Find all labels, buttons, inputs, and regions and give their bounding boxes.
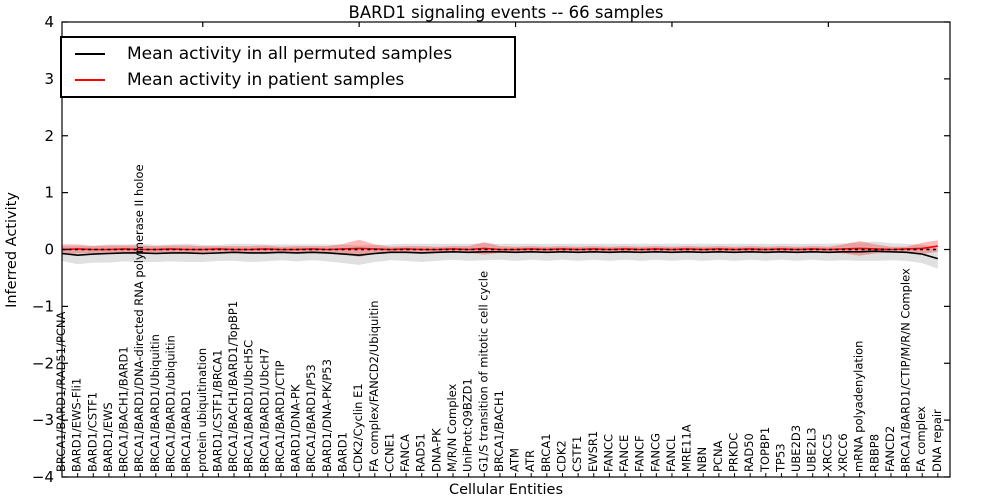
- x-tick-label: DNA repair: [930, 409, 944, 472]
- x-tick-label: CCNE1: [382, 433, 396, 472]
- y-tick-label: 1: [44, 184, 54, 202]
- x-tick-label: BRCA1/BACH1/BARD1/TopBP1: [226, 301, 240, 472]
- x-tick-label: BRCA1/BACH1: [492, 390, 506, 472]
- permuted-mean-line: [61, 250, 939, 260]
- x-tick-label: XRCC6: [836, 433, 850, 472]
- x-tick-label: RBBP8: [867, 434, 881, 472]
- y-tick-label: 0: [44, 241, 54, 259]
- x-tick-label: BARD1/DNA-PK/P53: [320, 359, 334, 472]
- x-tick-label: TP53: [773, 443, 787, 473]
- x-tick-label: G1/S transition of mitotic cell cycle: [476, 271, 490, 472]
- x-tick-label: M/R/N Complex: [445, 383, 459, 472]
- x-tick-label: BRCA1: [539, 433, 553, 472]
- x-tick-label: RAD51: [414, 433, 428, 472]
- x-tick-label: BARD1/CSTF1: [85, 392, 99, 472]
- permuted-std-band: [62, 241, 938, 269]
- x-tick-label: BRCA1/BARD1/DNA-directed RNA polymerase …: [132, 164, 146, 472]
- x-tick-label: BARD1/EWS-Fli1: [70, 378, 84, 472]
- x-tick-label: BRCA1/BACH1/BARD1: [117, 346, 131, 472]
- permuted-line-swatch: [75, 53, 105, 55]
- x-tick-label: DNA-PK: [429, 428, 443, 472]
- x-tick-label: RAD50: [742, 433, 756, 472]
- x-tick-label: FA complex/FANCD2/Ubiquitin: [367, 301, 381, 472]
- x-axis-label: Cellular Entities: [448, 482, 564, 498]
- x-tick-label: BRCA1/BARD1/P53: [304, 364, 318, 472]
- y-tick-label: −2: [32, 354, 54, 372]
- patient-std-band: [62, 239, 938, 257]
- y-tick-label: −3: [32, 411, 54, 429]
- x-tick-label: TOPBP1: [758, 427, 772, 473]
- x-tick-label: CDK2/Cyclin E1: [351, 383, 365, 472]
- x-tick-label: FANCA: [398, 434, 412, 472]
- x-tick-label: BRCA1/BARD1/Ubiquitin: [148, 334, 162, 472]
- x-tick-label: BRCA1/BARD1/UbcH5C: [242, 340, 256, 472]
- x-tick-label: BRCA1/BARD1/CTIP/M/R/N Complex: [899, 268, 913, 472]
- x-tick-label: mRNA polyadenylation: [852, 341, 866, 472]
- x-tick-label: BARD1: [336, 432, 350, 472]
- x-tick-label: ATR: [523, 450, 537, 472]
- x-tick-label: EWSR1: [586, 431, 600, 472]
- legend-item-permuted: Mean activity in all permuted samples: [75, 44, 508, 64]
- x-tick-label: FANCE: [617, 435, 631, 472]
- x-tick-label: BARD1/DNA-PK: [289, 384, 303, 472]
- y-tick-label: 4: [44, 13, 54, 31]
- x-tick-label: PCNA: [711, 440, 725, 472]
- x-tick-label: NBN: [695, 447, 709, 472]
- legend-item-patient: Mean activity in patient samples: [75, 70, 508, 90]
- x-tick-label: CDK2: [554, 440, 568, 472]
- legend: Mean activity in all permuted samples Me…: [60, 36, 516, 98]
- x-tick-label: XRCC5: [820, 433, 834, 472]
- legend-label-patient: Mean activity in patient samples: [127, 70, 405, 90]
- x-tick-label: MRE11A: [680, 424, 694, 472]
- x-tick-label: FANCF: [633, 435, 647, 472]
- x-tick-label: BRCA1/BARD1: [179, 390, 193, 472]
- x-tick-label: FANCD2: [883, 426, 897, 472]
- x-tick-label: CSTF1: [570, 436, 584, 472]
- x-tick-label: UBE2L3: [805, 427, 819, 472]
- legend-label-permuted: Mean activity in all permuted samples: [127, 44, 453, 64]
- y-axis-label: Inferred Activity: [4, 192, 20, 308]
- y-tick-label: −1: [32, 297, 54, 315]
- x-tick-label: FANCC: [601, 434, 615, 472]
- x-tick-label: BARD1/CSTF1/BRCA1: [210, 350, 224, 472]
- x-tick-label: BRCA1/BARD1/RAD51/PCNA: [54, 311, 68, 472]
- x-tick-label: FANCL: [664, 435, 678, 472]
- x-tick-label: ATM: [508, 448, 522, 472]
- patient-line-swatch: [75, 79, 105, 81]
- x-tick-label: FANCG: [648, 433, 662, 472]
- x-tick-label: BRCA1/BARD1/UbcH7: [257, 348, 271, 472]
- x-tick-label: FA complex: [914, 406, 928, 472]
- y-tick-label: 3: [44, 70, 54, 88]
- x-tick-label: protein ubiquitination: [195, 348, 209, 472]
- x-tick-label: BRCA1/BARD1/CTIP: [273, 360, 287, 472]
- x-tick-label: UBE2D3: [789, 425, 803, 472]
- x-tick-label: UniProt:Q9BZD1: [461, 378, 475, 472]
- y-tick-label: 2: [44, 127, 54, 145]
- x-tick-label: BRCA1/BARD1/ubiquitin: [163, 335, 177, 472]
- chart-title: BARD1 signaling events -- 66 samples: [348, 3, 664, 22]
- x-tick-label: BARD1/EWS: [101, 402, 115, 472]
- y-tick-label: −4: [32, 468, 54, 486]
- x-tick-label: PRKDC: [727, 433, 741, 472]
